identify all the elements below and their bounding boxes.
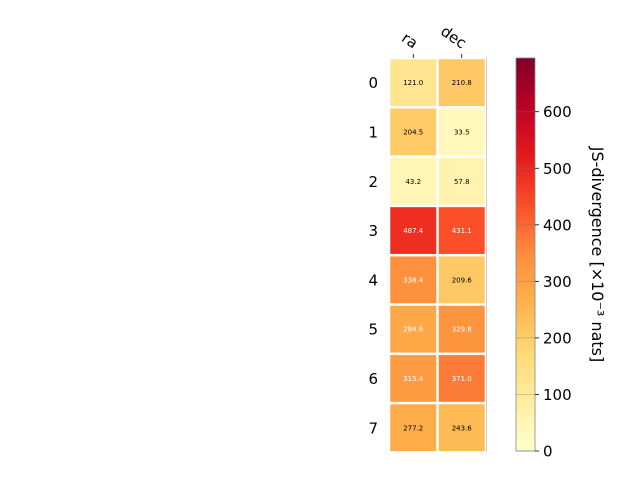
row-tick-label: 2	[368, 173, 378, 191]
row-tick-label: 3	[368, 222, 378, 240]
cell-value-label: 371.0	[452, 375, 472, 383]
cell-value-label: 121.0	[403, 79, 423, 87]
colorbar-tick-label: 600	[543, 103, 572, 121]
heatmap-cell	[390, 305, 437, 353]
row-tick-label: 0	[368, 74, 378, 92]
cell-value-label: 33.5	[454, 128, 470, 136]
column-tick-label: dec	[437, 22, 469, 52]
heatmap-cell	[438, 108, 485, 156]
row-tick-label: 5	[368, 321, 378, 339]
cell-value-label: 43.2	[405, 178, 421, 186]
row-tick-label: 7	[368, 419, 378, 437]
heatmap-cell	[438, 256, 485, 304]
heatmap-cell	[390, 355, 437, 402]
colorbar-tick-label: 200	[543, 329, 572, 347]
row-tick-label: 1	[368, 123, 378, 141]
heatmap-cell	[438, 404, 485, 452]
cell-value-label: 487.4	[403, 227, 424, 235]
row-tick-label: 6	[368, 370, 378, 388]
heatmap-cell	[438, 59, 485, 107]
colorbar	[515, 57, 536, 452]
heatmap-cell	[438, 355, 485, 402]
heatmap-cell	[390, 157, 437, 205]
heatmap-cell	[438, 207, 485, 254]
cell-value-label: 315.4	[403, 375, 424, 383]
heatmap-cell	[438, 305, 485, 353]
colorbar-tick-label: 400	[543, 216, 572, 234]
heatmap-cell	[390, 59, 437, 107]
cell-value-label: 209.6	[452, 276, 473, 284]
cell-value-label: 329.8	[452, 326, 472, 334]
row-tick-label: 4	[368, 271, 378, 289]
colorbar-tick-label: 500	[543, 160, 572, 178]
heatmap-grid: 121.0 210.8 204.5 33.5 43.2 57.8 487.4 431.1 338…	[390, 58, 487, 453]
column-tick-label: ra	[398, 29, 421, 53]
cell-value-label: 338.4	[403, 276, 424, 284]
cell-value-label: 210.8	[452, 79, 472, 87]
colorbar-tick-label: 100	[543, 386, 572, 404]
cell-value-label: 204.5	[403, 128, 423, 136]
cell-value-label: 431.1	[452, 227, 472, 235]
heatmap-cell	[438, 157, 485, 205]
colorbar-tick-label: 300	[543, 273, 572, 291]
cell-value-label: 243.6	[452, 424, 473, 432]
heatmap-cell	[390, 207, 437, 254]
heatmap-cell	[390, 256, 437, 304]
cell-value-label: 284.6	[403, 326, 424, 334]
colorbar-tick-label: 0	[543, 443, 553, 461]
cell-value-label: 277.2	[403, 424, 423, 432]
cell-value-label: 57.8	[454, 178, 470, 186]
heatmap-cell	[390, 108, 437, 156]
colorbar-label: JS-divergence [×10⁻³ nats]	[588, 146, 607, 362]
heatmap-cell	[390, 404, 437, 452]
